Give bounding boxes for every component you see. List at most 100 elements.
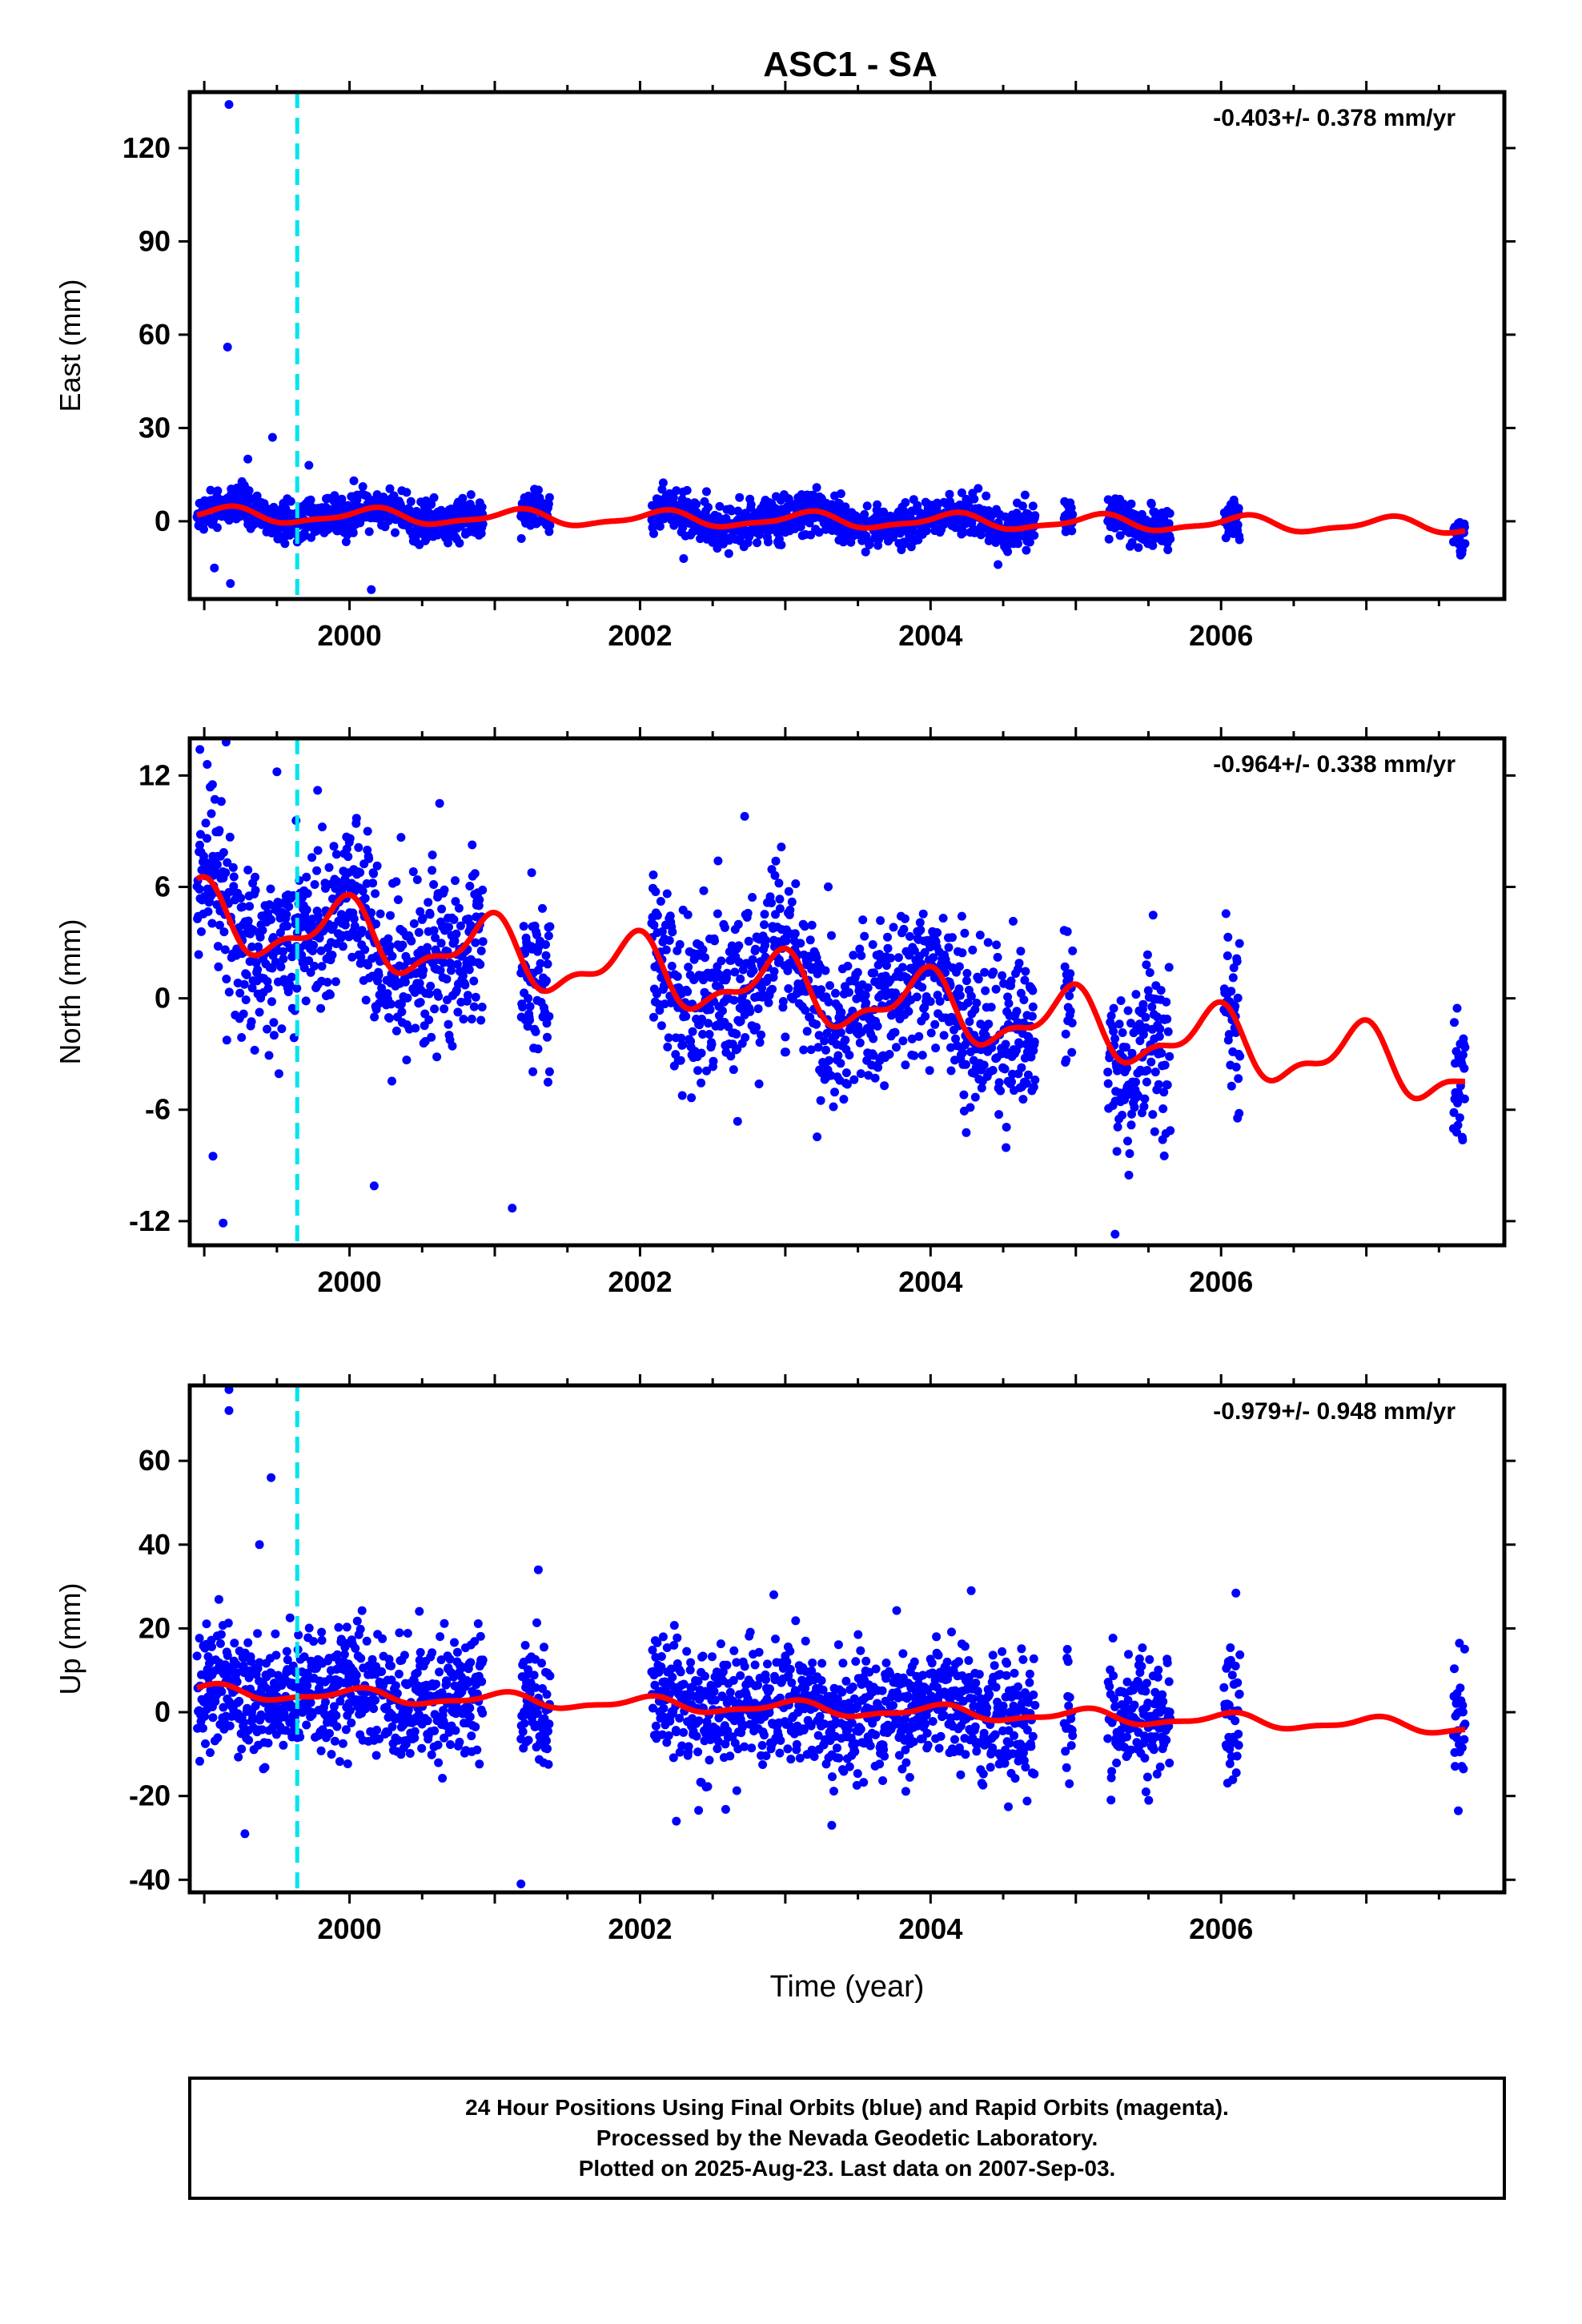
data-point [1148, 1110, 1158, 1120]
data-point [709, 1687, 719, 1696]
data-point [317, 1627, 327, 1637]
data-point [658, 478, 668, 488]
data-point [801, 1636, 810, 1646]
data-point [1234, 504, 1243, 513]
data-point [821, 1045, 830, 1055]
data-point [836, 1059, 845, 1068]
data-point [534, 965, 543, 975]
outlier-point [435, 798, 444, 808]
data-point [456, 921, 465, 931]
data-point [331, 850, 341, 859]
data-point [450, 936, 460, 946]
data-point [468, 840, 477, 850]
rate-label: -0.403+/- 0.378 mm/yr [1213, 105, 1456, 131]
data-point [452, 1647, 462, 1657]
data-point [1030, 511, 1040, 521]
data-point [241, 995, 251, 1004]
data-point [754, 1647, 764, 1657]
data-point [753, 1004, 763, 1014]
data-point [254, 942, 263, 951]
data-point [869, 1051, 878, 1060]
data-point [982, 491, 991, 501]
data-point [809, 1752, 819, 1761]
data-point [260, 1763, 270, 1772]
data-point [781, 1032, 790, 1042]
data-point [704, 503, 713, 512]
data-point [427, 1032, 436, 1042]
data-point [466, 490, 476, 500]
data-point [237, 1744, 247, 1754]
data-point [929, 953, 938, 963]
data-point [733, 919, 743, 929]
data-point [909, 1051, 919, 1060]
data-point [215, 826, 224, 835]
data-point [341, 915, 351, 924]
data-point [677, 1033, 686, 1043]
model-curve [195, 503, 1467, 536]
data-point [544, 1759, 553, 1769]
outlier-point [369, 1181, 379, 1191]
data-point [795, 1753, 805, 1763]
data-point [545, 922, 555, 931]
data-point [1155, 1024, 1165, 1034]
data-point [768, 984, 777, 994]
data-point [371, 919, 381, 929]
data-point [223, 858, 232, 867]
data-point [685, 1665, 695, 1675]
data-point [1235, 939, 1244, 948]
data-point [195, 884, 204, 894]
data-point [1002, 1143, 1011, 1152]
data-point [1106, 1011, 1116, 1020]
data-point [339, 1650, 349, 1659]
data-point [306, 495, 315, 505]
data-point [445, 1655, 455, 1664]
data-point [533, 1709, 542, 1719]
data-point [230, 1638, 239, 1648]
data-point [855, 1038, 865, 1047]
data-point [901, 498, 910, 507]
data-point [917, 1051, 927, 1060]
outlier-point [267, 432, 277, 442]
data-point [1000, 1064, 1010, 1074]
data-point [682, 485, 692, 495]
data-point [1028, 1002, 1038, 1011]
data-point [764, 998, 773, 1007]
data-point [1142, 950, 1152, 959]
data-point [203, 834, 211, 843]
data-point [222, 1035, 231, 1045]
data-point [1029, 1083, 1038, 1092]
data-point [364, 854, 374, 863]
data-point [721, 1804, 730, 1814]
data-point [1165, 1051, 1174, 1061]
data-point [1067, 1018, 1077, 1027]
data-point [267, 1668, 276, 1678]
data-point [444, 1019, 453, 1029]
data-point [544, 493, 554, 502]
data-point [900, 914, 909, 923]
data-point [839, 1095, 849, 1104]
data-point [372, 1725, 382, 1735]
data-point [451, 897, 460, 907]
data-point [1233, 520, 1243, 529]
data-point [341, 1725, 351, 1735]
data-point [1231, 1063, 1241, 1072]
data-point [970, 1005, 980, 1015]
data-point [830, 1088, 839, 1097]
data-point [429, 493, 439, 502]
data-point [263, 1024, 271, 1034]
data-point [223, 1651, 232, 1660]
data-point [915, 918, 925, 927]
data-point [957, 488, 966, 497]
data-point [760, 920, 769, 930]
data-point [524, 1665, 533, 1675]
data-point [545, 521, 555, 530]
data-point [538, 903, 547, 913]
data-point [777, 842, 786, 852]
data-point [371, 889, 380, 899]
data-point [255, 1658, 264, 1667]
data-point [231, 1659, 241, 1669]
data-point [424, 1015, 434, 1024]
data-point [931, 1043, 941, 1053]
data-point [1122, 1063, 1131, 1073]
data-point [709, 1056, 718, 1066]
